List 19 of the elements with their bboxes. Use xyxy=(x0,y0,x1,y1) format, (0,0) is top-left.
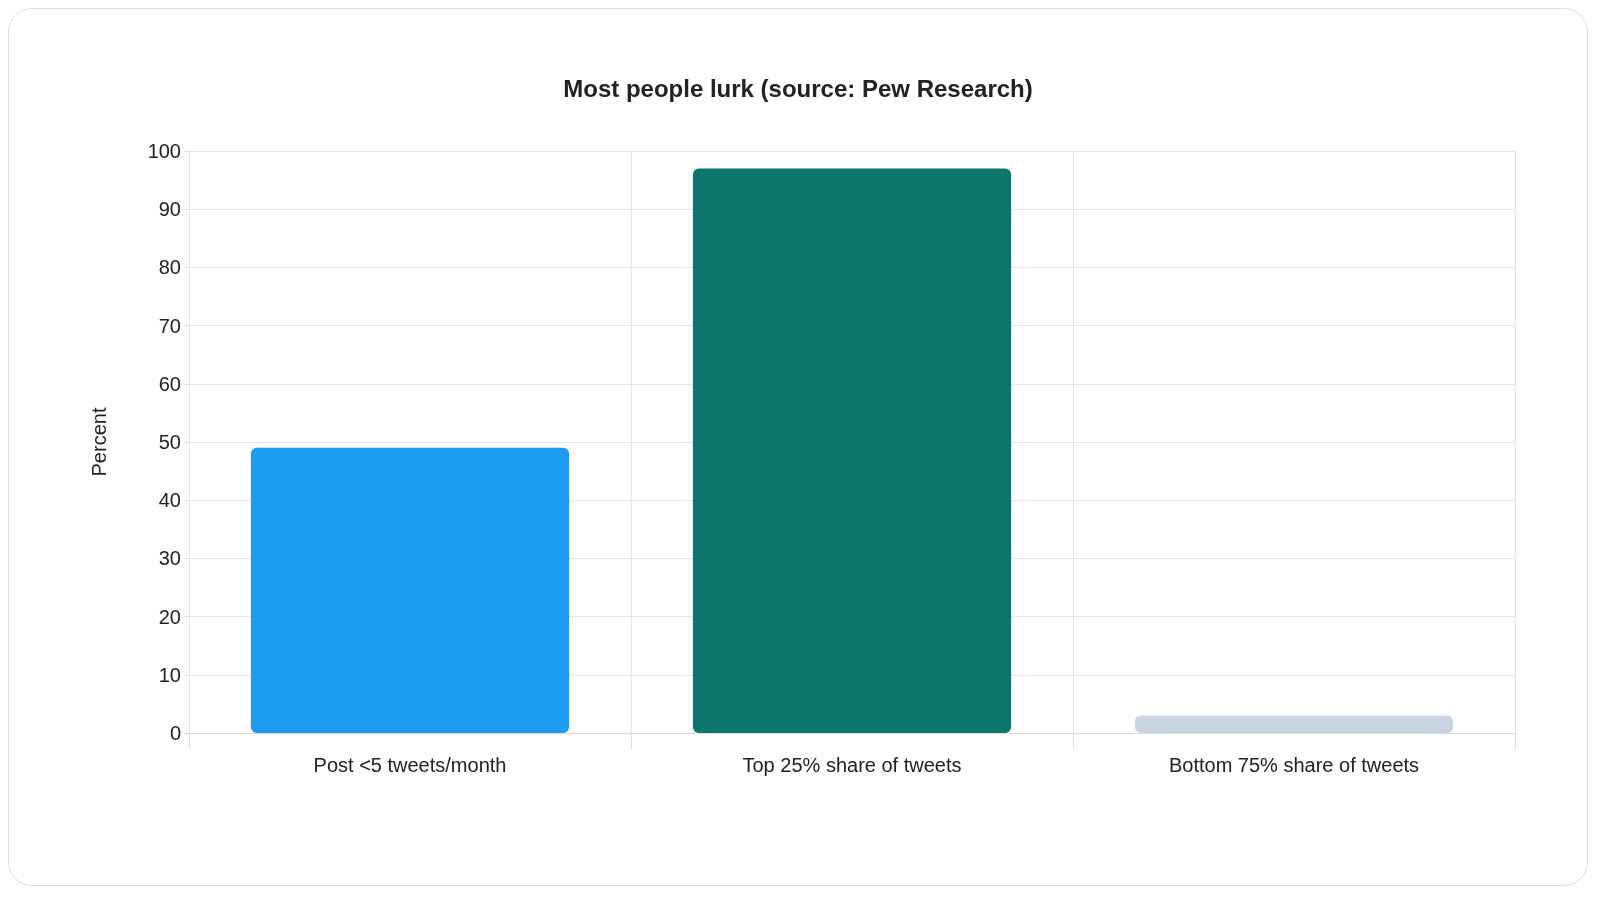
chart-title: Most people lurk (source: Pew Research) xyxy=(563,74,1033,102)
bar xyxy=(692,168,1012,733)
bar xyxy=(250,447,570,733)
y-tick-label: 30 xyxy=(158,547,181,570)
x-tick-label: Top 25% share of tweets xyxy=(742,754,962,776)
y-tick-label: 70 xyxy=(158,314,181,337)
y-axis-title: Percent xyxy=(88,407,110,477)
y-tick-label: 100 xyxy=(147,140,181,162)
bar xyxy=(1134,715,1454,733)
x-tick-label: Post <5 tweets/month xyxy=(313,754,507,776)
y-tick-label: 0 xyxy=(169,722,181,744)
y-tick-label: 80 xyxy=(158,256,181,279)
y-tick-label: 60 xyxy=(158,372,181,395)
y-tick-label: 20 xyxy=(158,605,181,628)
y-tick-label: 90 xyxy=(158,198,181,221)
y-tick-label: 50 xyxy=(158,431,181,453)
x-tick-label: Bottom 75% share of tweets xyxy=(1168,754,1420,776)
y-tick-label: 40 xyxy=(158,489,181,512)
y-tick-label: 10 xyxy=(158,663,181,686)
